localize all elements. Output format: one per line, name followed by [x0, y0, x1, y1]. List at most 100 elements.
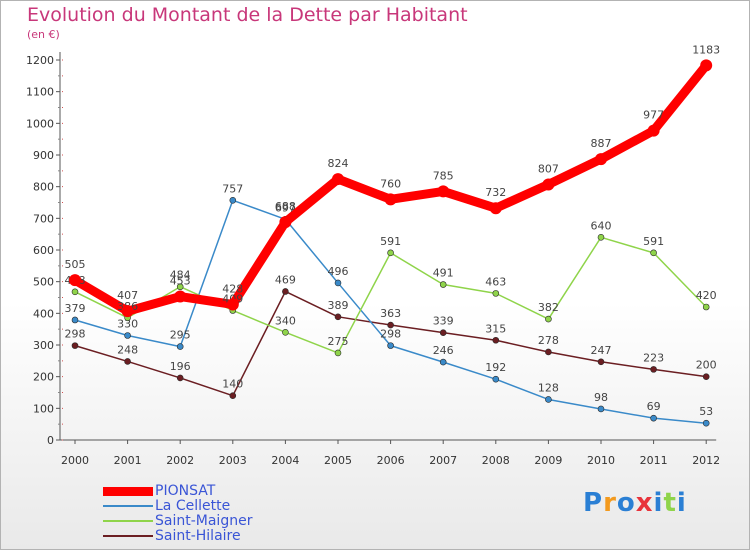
data-label: 640 — [591, 219, 612, 232]
data-point — [176, 374, 184, 382]
proxiti-logo: Proxiti — [583, 488, 687, 518]
data-point — [439, 358, 447, 366]
x-tick-label: 2012 — [692, 454, 720, 467]
data-label: 389 — [328, 299, 349, 312]
data-label: 248 — [117, 343, 138, 356]
data-label: 428 — [222, 282, 243, 295]
legend-swatch — [103, 520, 153, 522]
data-label: 496 — [328, 265, 349, 278]
data-point — [71, 288, 79, 296]
data-point — [121, 305, 134, 318]
data-point — [282, 288, 289, 295]
data-label: 760 — [380, 177, 401, 190]
data-point — [176, 283, 184, 291]
data-point — [387, 342, 394, 349]
data-label: 315 — [485, 322, 506, 335]
data-point — [384, 193, 397, 206]
legend-label: PIONSAT — [155, 483, 216, 499]
y-tick-label: 200 — [33, 371, 54, 384]
data-label: 505 — [65, 258, 86, 271]
x-tick-label: 2005 — [324, 454, 352, 467]
data-point — [700, 59, 713, 72]
data-point — [650, 249, 657, 257]
data-label: 697 — [275, 201, 296, 214]
data-point — [597, 358, 605, 366]
logo-letter: o — [616, 488, 636, 518]
data-point — [174, 290, 187, 303]
data-label: 340 — [275, 314, 296, 327]
data-point — [647, 124, 660, 137]
data-point — [282, 329, 289, 336]
data-point — [332, 173, 344, 186]
data-label: 339 — [433, 315, 454, 328]
data-label: 591 — [643, 235, 664, 248]
data-label: 98 — [594, 391, 608, 404]
data-label: 128 — [538, 381, 559, 394]
data-label: 977 — [643, 109, 664, 122]
data-point — [545, 315, 552, 323]
data-point — [650, 414, 657, 422]
legend-swatch — [103, 535, 153, 537]
legend-swatch — [103, 487, 153, 496]
data-point — [702, 373, 710, 380]
x-tick-label: 2010 — [587, 454, 615, 467]
y-tick-label: 800 — [33, 181, 54, 194]
data-point — [597, 234, 605, 241]
unit-label: (en €) — [27, 28, 60, 41]
y-tick-label: 1000 — [26, 117, 54, 130]
data-label: 491 — [433, 267, 454, 280]
data-label: 824 — [328, 157, 349, 170]
logo-letter: P — [583, 488, 604, 518]
y-tick-label: 500 — [33, 276, 54, 289]
data-label: 382 — [538, 301, 559, 314]
y-tick-label: 1200 — [26, 54, 54, 67]
data-point — [226, 298, 239, 311]
data-label: 688 — [275, 200, 296, 213]
x-tick-label: 2003 — [219, 454, 247, 467]
data-label: 732 — [485, 186, 506, 199]
data-label: 140 — [222, 378, 243, 391]
data-label: 200 — [696, 359, 717, 372]
legend-label: Saint-Hilaire — [155, 528, 241, 544]
data-label: 223 — [643, 351, 664, 364]
data-label: 757 — [222, 182, 243, 195]
data-point — [492, 375, 500, 383]
data-point — [229, 392, 237, 399]
data-point — [545, 348, 552, 356]
data-label: 278 — [538, 334, 559, 347]
data-point — [387, 249, 394, 257]
legend-label: Saint-Maigner — [155, 513, 253, 529]
data-point — [439, 329, 447, 336]
logo-letter: i — [676, 488, 687, 518]
logo-letter: x — [635, 488, 654, 518]
data-point — [492, 336, 500, 344]
x-tick-label: 2008 — [482, 454, 510, 467]
y-tick-label: 400 — [33, 307, 54, 320]
data-label: 420 — [696, 289, 717, 302]
data-point — [229, 196, 237, 204]
data-label: 407 — [117, 289, 138, 302]
x-tick-label: 2011 — [640, 454, 668, 467]
data-point — [492, 290, 500, 297]
legend-swatch — [103, 505, 153, 507]
data-point — [71, 342, 79, 349]
data-point — [595, 153, 607, 166]
data-label: 807 — [538, 162, 559, 175]
data-point — [702, 419, 710, 427]
chart-title: Evolution du Montant de la Dette par Hab… — [27, 4, 468, 26]
data-label: 295 — [170, 329, 191, 342]
data-point — [71, 316, 79, 324]
data-label: 69 — [647, 400, 661, 413]
logo-letter: i — [653, 488, 664, 518]
data-point — [334, 349, 342, 357]
data-label: 192 — [485, 361, 506, 374]
logo-letter: r — [603, 488, 617, 518]
data-label: 453 — [170, 275, 191, 288]
data-point — [489, 202, 502, 215]
data-label: 247 — [591, 344, 612, 357]
data-point — [542, 178, 555, 191]
data-label: 196 — [170, 360, 191, 373]
data-point — [650, 366, 657, 373]
data-point — [124, 332, 131, 339]
